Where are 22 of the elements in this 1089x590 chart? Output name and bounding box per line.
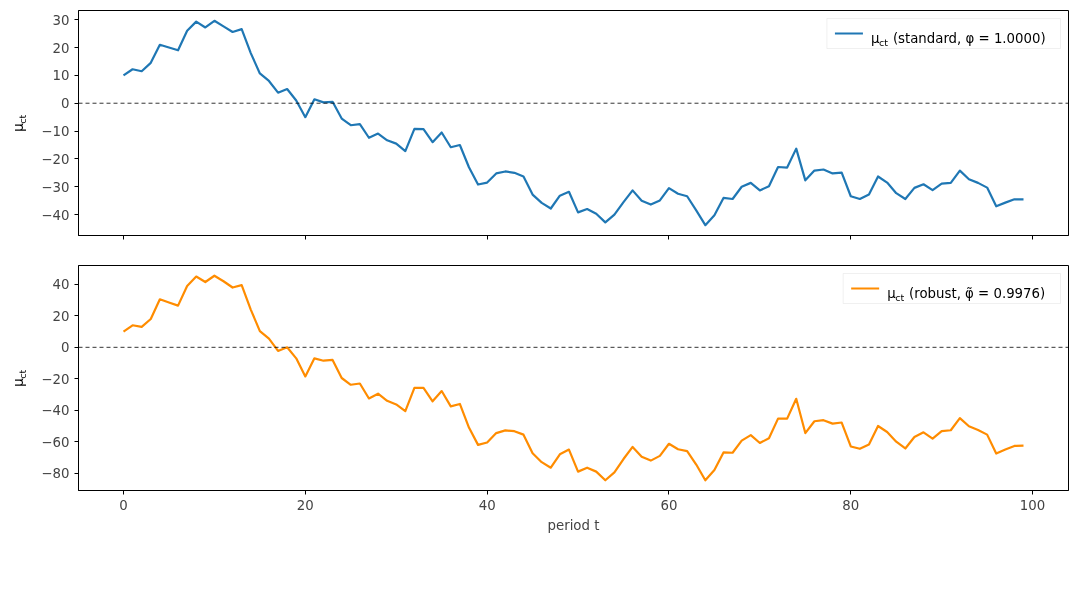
y-tick-label: −20 <box>41 151 70 167</box>
x-axis-title: period t <box>547 517 600 533</box>
y-tick-label: 30 <box>52 12 70 28</box>
y-tick-label: −80 <box>41 466 70 482</box>
y-tick-label: 0 <box>61 340 70 356</box>
y-tick-label: −40 <box>41 207 70 223</box>
y-tick-label: 0 <box>61 96 70 112</box>
y-tick-label: 20 <box>52 40 70 56</box>
y-tick-label: −30 <box>41 179 70 195</box>
x-tick-label: 80 <box>842 497 860 513</box>
y-tick-label: −40 <box>41 403 70 419</box>
y-tick-label: −20 <box>41 371 70 387</box>
x-tick-label: 40 <box>478 497 496 513</box>
y-tick-label: 20 <box>52 308 70 324</box>
x-tick-label: 0 <box>119 497 128 513</box>
y-tick-label: −60 <box>41 434 70 450</box>
x-tick-label: 100 <box>1019 497 1046 513</box>
x-tick-label: 20 <box>296 497 314 513</box>
y-tick-label: 40 <box>52 277 70 293</box>
x-tick-label: 60 <box>660 497 678 513</box>
y-tick-label: 10 <box>52 68 70 84</box>
y-tick-label: −10 <box>41 124 70 140</box>
